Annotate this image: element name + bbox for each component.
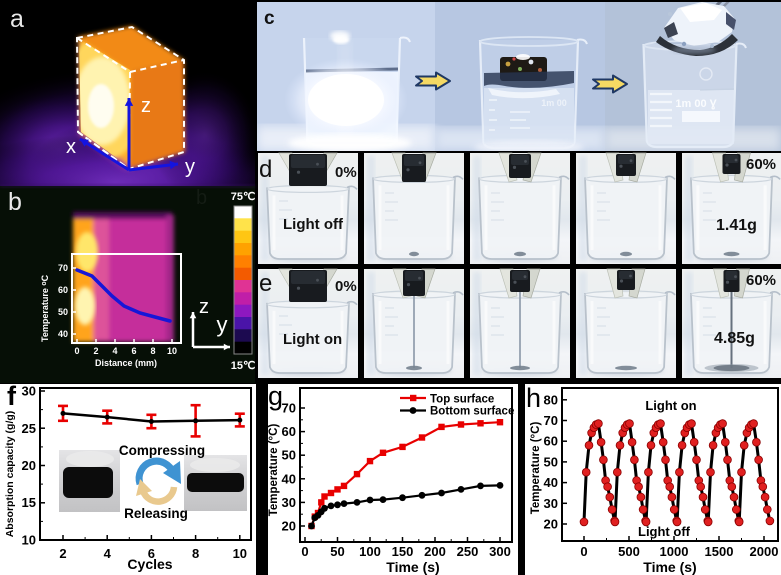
svg-text:0: 0	[580, 544, 587, 559]
svg-text:g: g	[268, 381, 283, 411]
svg-text:300: 300	[489, 544, 511, 559]
svg-text:x: x	[66, 136, 76, 158]
svg-text:500: 500	[618, 544, 640, 559]
svg-text:0%: 0%	[335, 164, 357, 181]
svg-text:50: 50	[58, 307, 68, 317]
svg-text:10: 10	[233, 546, 247, 561]
svg-text:200: 200	[424, 544, 446, 559]
svg-text:6: 6	[148, 546, 155, 561]
svg-text:f: f	[7, 381, 17, 411]
svg-text:2000: 2000	[750, 544, 779, 559]
svg-text:b: b	[196, 187, 207, 209]
svg-text:30: 30	[282, 495, 296, 510]
svg-text:y: y	[185, 156, 195, 178]
svg-text:20: 20	[282, 519, 296, 534]
svg-text:4: 4	[104, 546, 112, 561]
svg-text:60: 60	[282, 424, 296, 439]
svg-text:Time (s): Time (s)	[643, 559, 696, 575]
svg-text:70: 70	[282, 401, 296, 416]
svg-text:8: 8	[150, 346, 155, 356]
svg-text:Bottom surface: Bottom surface	[430, 406, 514, 418]
svg-text:80: 80	[544, 392, 558, 407]
svg-text:40: 40	[58, 329, 68, 339]
svg-text:30: 30	[544, 496, 558, 511]
svg-text:1000: 1000	[660, 544, 689, 559]
svg-text:1.41g: 1.41g	[716, 217, 757, 234]
svg-text:Light off: Light off	[638, 524, 691, 539]
svg-text:20: 20	[22, 458, 36, 473]
svg-text:Releasing: Releasing	[124, 506, 188, 521]
svg-text:25: 25	[22, 421, 36, 436]
svg-text:Compressing: Compressing	[119, 443, 205, 458]
svg-text:1m 00: 1m 00	[541, 98, 567, 108]
svg-text:Time (s): Time (s)	[386, 559, 439, 575]
svg-text:c: c	[264, 8, 275, 29]
svg-text:250: 250	[457, 544, 479, 559]
svg-text:h: h	[526, 383, 541, 413]
svg-text:40: 40	[282, 471, 296, 486]
svg-text:30: 30	[22, 384, 36, 399]
svg-text:60: 60	[544, 434, 558, 449]
svg-text:1500: 1500	[705, 544, 734, 559]
svg-text:y: y	[217, 312, 228, 337]
svg-text:2: 2	[59, 546, 66, 561]
svg-text:0: 0	[301, 544, 308, 559]
svg-text:Light on: Light on	[283, 331, 342, 348]
svg-text:Light off: Light off	[283, 216, 344, 233]
svg-text:4.85g: 4.85g	[714, 330, 755, 347]
svg-text:10: 10	[22, 533, 36, 548]
svg-text:60%: 60%	[746, 272, 776, 289]
svg-text:Temperature oC: Temperature oC	[40, 274, 50, 342]
svg-text:b: b	[8, 188, 22, 216]
svg-text:50: 50	[282, 448, 296, 463]
svg-text:z: z	[141, 95, 151, 117]
svg-text:Light on: Light on	[645, 398, 696, 413]
svg-text:Temperature (°C): Temperature (°C)	[268, 424, 280, 517]
svg-text:15: 15	[22, 495, 36, 510]
svg-text:150: 150	[392, 544, 414, 559]
svg-text:15℃: 15℃	[231, 360, 256, 372]
svg-text:Cycles: Cycles	[127, 556, 172, 572]
svg-text:20: 20	[544, 517, 558, 532]
svg-text:10: 10	[167, 346, 177, 356]
svg-text:40: 40	[544, 475, 558, 490]
svg-text:6: 6	[131, 346, 136, 356]
svg-text:Top surface: Top surface	[430, 394, 494, 406]
svg-text:75℃: 75℃	[231, 191, 256, 203]
svg-text:70: 70	[58, 263, 68, 273]
svg-text:1m 00 Ɣ: 1m 00 Ɣ	[675, 98, 716, 110]
svg-text:100: 100	[359, 544, 381, 559]
svg-text:a: a	[10, 5, 24, 33]
svg-text:Absorption capacity (g/g): Absorption capacity (g/g)	[4, 411, 16, 538]
svg-text:e: e	[259, 270, 272, 297]
svg-text:2: 2	[93, 346, 98, 356]
svg-text:50: 50	[544, 454, 558, 469]
svg-text:8: 8	[192, 546, 199, 561]
svg-text:z: z	[199, 296, 209, 318]
svg-text:Distance (mm): Distance (mm)	[95, 358, 157, 368]
svg-text:d: d	[259, 156, 272, 183]
svg-text:60%: 60%	[746, 156, 776, 173]
svg-text:Temperature (°C): Temperature (°C)	[530, 422, 542, 515]
svg-text:4: 4	[112, 346, 117, 356]
svg-text:70: 70	[544, 413, 558, 428]
svg-text:0%: 0%	[335, 278, 357, 295]
svg-text:0: 0	[74, 346, 79, 356]
svg-text:60: 60	[58, 285, 68, 295]
svg-text:50: 50	[330, 544, 344, 559]
